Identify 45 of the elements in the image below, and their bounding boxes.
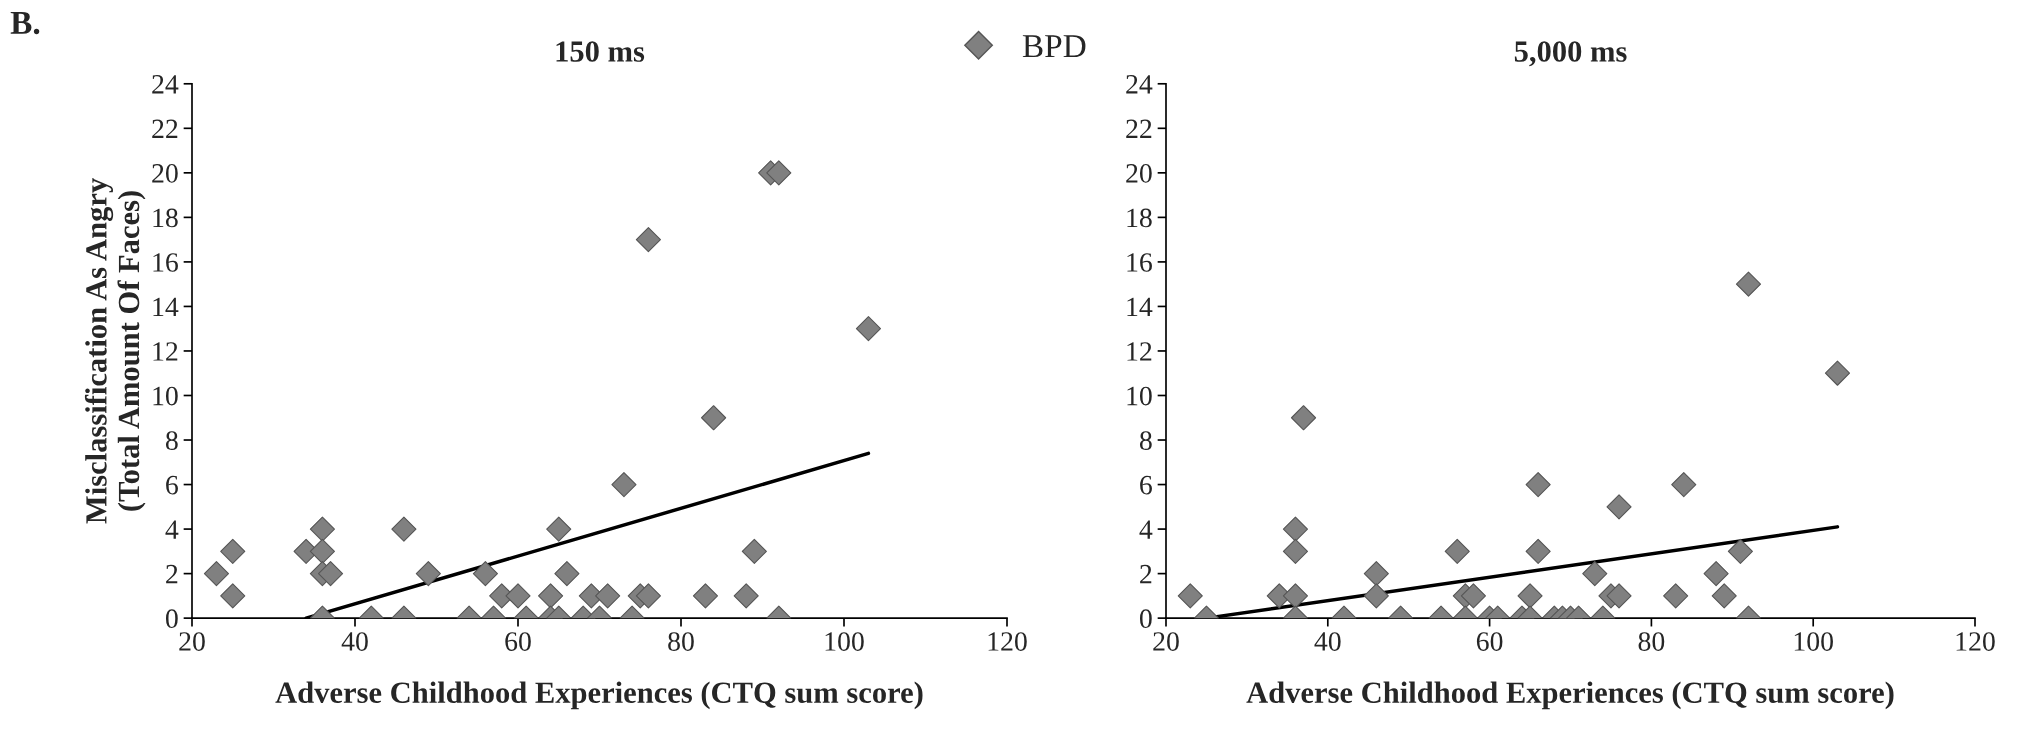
chart-title: 5,000 ms [1514, 41, 1627, 67]
y-tick-label: 16 [1127, 253, 1152, 272]
y-tick-label: 12 [153, 342, 178, 361]
text: B. [10, 11, 40, 35]
chart-title: 150 ms [556, 41, 645, 62]
x-tick-label: 120 [988, 632, 1027, 651]
y-tick-label: 2 [1140, 564, 1152, 584]
y-tick-label: 0 [165, 609, 178, 629]
y-tick-label: 20 [152, 164, 178, 183]
x-axis-title: Adverse Childhood Experiences (CTQ sum score) [275, 681, 923, 710]
y-tick-label: 12 [1127, 342, 1152, 361]
x-tick-label: 60 [505, 632, 531, 651]
y-tick-label: 10 [1127, 386, 1152, 406]
y-tick-label: 2 [166, 564, 178, 584]
y-tick-label: 4 [1139, 520, 1153, 539]
y-tick-label: 24 [152, 75, 179, 94]
x-axis-title: Adverse Childhood Experiences (CTQ sum score) [1246, 681, 1894, 710]
legend-label: BPD [1022, 35, 1086, 58]
y-tick-label: 14 [153, 297, 179, 317]
y-tick-label: 20 [1126, 164, 1152, 183]
x-tick-label: 100 [825, 632, 864, 651]
y-tick-label: 4 [165, 520, 179, 539]
x-tick-label: 60 [1476, 632, 1503, 651]
y-tick-label: 24 [1126, 75, 1153, 94]
y-tick-label: 22 [152, 119, 178, 138]
x-tick-label: 20 [1153, 632, 1179, 651]
y-tick-label: 6 [1140, 475, 1152, 495]
x-tick-label: 40 [1314, 632, 1341, 651]
x-tick-label: 80 [668, 632, 694, 651]
x-tick-label: 100 [1794, 632, 1833, 651]
y-tick-label: 0 [1139, 609, 1152, 629]
y-tick-label: 6 [166, 475, 178, 495]
y-tick-label: 14 [1127, 297, 1153, 317]
y-tick-label: 18 [153, 208, 178, 228]
x-tick-label: 40 [341, 632, 368, 651]
y-tick-label: 8 [1139, 431, 1152, 450]
x-tick-label: 120 [1956, 632, 1995, 651]
y-tick-label: 10 [153, 386, 178, 406]
x-tick-label: 20 [179, 632, 205, 651]
y-tick-label: 16 [153, 253, 178, 272]
x-tick-label: 80 [1638, 632, 1665, 651]
y-tick-label: 8 [165, 431, 178, 450]
y-axis-title: Misclassification As Angry (Total Amount Of Faces) [84, 178, 146, 524]
y-tick-label: 22 [1126, 119, 1152, 138]
y-tick-label: 18 [1127, 208, 1152, 228]
